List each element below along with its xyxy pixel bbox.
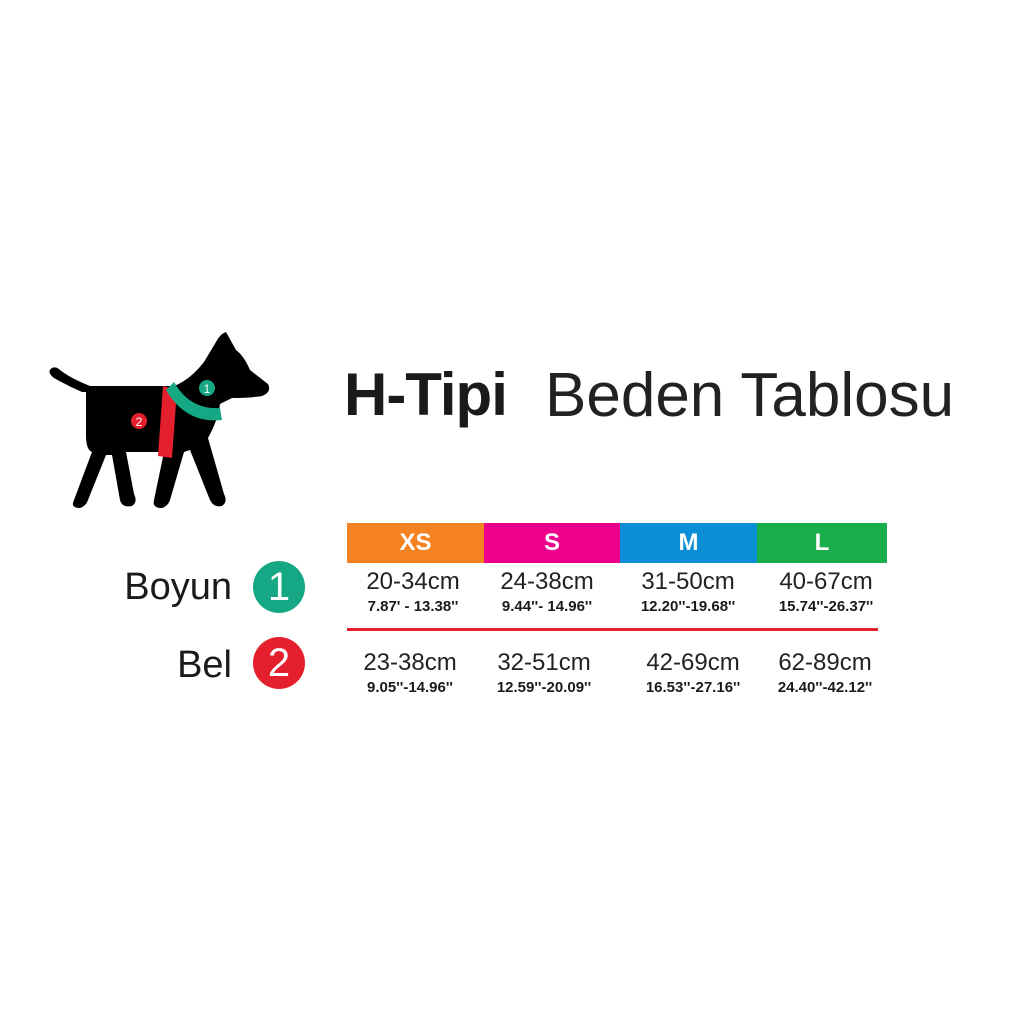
table-cell: 23-38cm 9.05''-14.96'' [363, 649, 457, 696]
table-cell: 62-89cm 24.40''-42.12'' [777, 649, 873, 696]
title-bold: H-Tipi [344, 361, 508, 428]
size-header-l: L [757, 523, 887, 563]
waist-strap-icon [158, 386, 177, 458]
boyun-number-badge: 1 [253, 561, 305, 613]
dog-illustration: 1 2 [49, 332, 270, 508]
table-cell: 42-69cm 16.53''-27.16'' [645, 649, 741, 696]
row-label-bel: Bel [177, 644, 232, 686]
size-header-xs: XS [347, 523, 484, 563]
bel-number-badge: 2 [253, 637, 305, 689]
marker-2-label: 2 [136, 415, 143, 429]
size-header-s: S [484, 523, 620, 563]
table-cell: 20-34cm 7.87' - 13.38'' [366, 568, 460, 615]
title-light: Beden Tablosu [545, 361, 955, 430]
marker-2-icon [131, 413, 147, 429]
row-divider [347, 628, 878, 631]
table-cell: 31-50cm 12.20''-19.68'' [640, 568, 736, 615]
size-header-m: M [620, 523, 757, 563]
marker-1-label: 1 [204, 382, 211, 396]
row-label-boyun: Boyun [124, 566, 232, 608]
table-cell: 40-67cm 15.74''-26.37'' [778, 568, 874, 615]
table-cell: 24-38cm 9.44''- 14.96'' [500, 568, 594, 615]
neck-strap-icon [166, 382, 222, 421]
marker-1-icon [199, 380, 215, 396]
table-cell: 32-51cm 12.59''-20.09'' [496, 649, 592, 696]
dog-silhouette-icon [49, 332, 270, 508]
